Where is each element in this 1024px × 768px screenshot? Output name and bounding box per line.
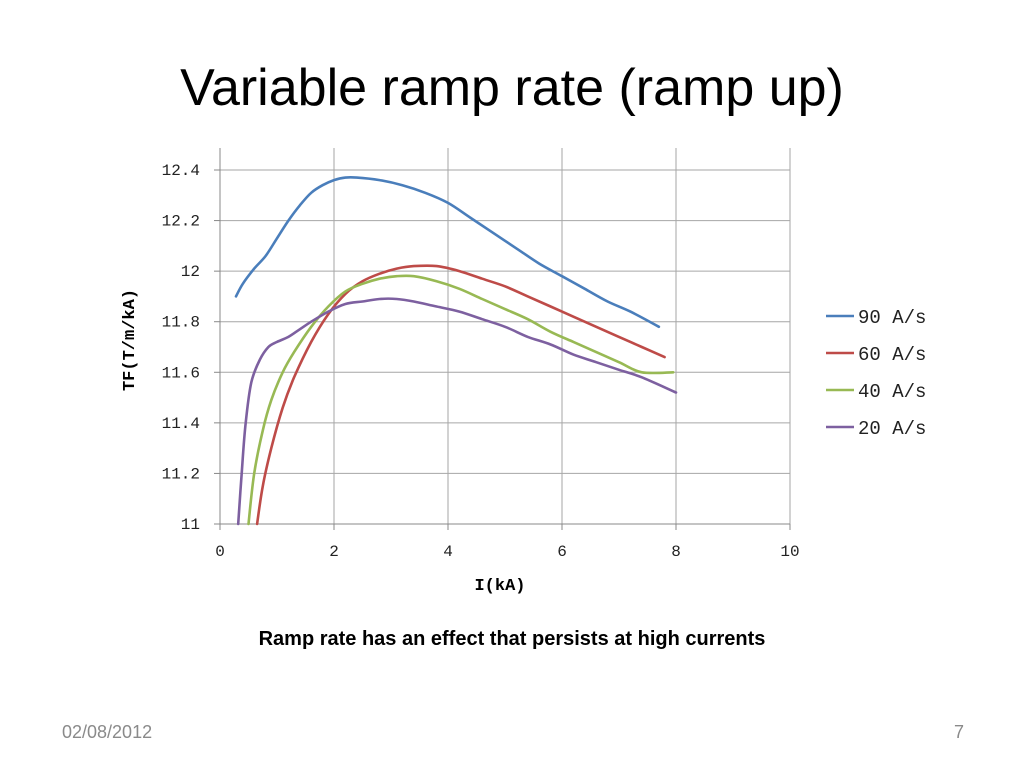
- x-tick-label: 0: [215, 543, 225, 561]
- chart-legend: 90 A/s 60 A/s 40 A/s 20 A/s: [826, 307, 926, 440]
- legend-label: 20 A/s: [858, 418, 926, 440]
- legend-label: 90 A/s: [858, 307, 926, 329]
- x-tick-label: 2: [329, 543, 339, 561]
- slide-caption: Ramp rate has an effect that persists at…: [258, 628, 766, 650]
- y-tick-label: 11: [181, 516, 200, 534]
- series-line-4: [236, 297, 678, 526]
- y-tick-label: 12.2: [162, 213, 200, 231]
- y-tick-label: 12.4: [162, 162, 200, 180]
- x-axis-title: I(kA): [474, 577, 525, 596]
- tf-vs-current-chart: 11 11.2 11.4 11.6 11.8 12 12.2 12.4 0 2 4 6 8 10 90 A…: [121, 148, 926, 596]
- y-tick-label: 11.8: [162, 314, 200, 332]
- series-line-2: [255, 264, 666, 526]
- legend-label: 60 A/s: [858, 344, 926, 366]
- slide-title: Variable ramp rate (ramp up): [180, 59, 844, 117]
- y-tick-label: 11.4: [162, 415, 200, 433]
- x-tick-label: 8: [671, 543, 681, 561]
- x-tick-label: 4: [443, 543, 453, 561]
- x-tick-label: 6: [557, 543, 567, 561]
- y-tick-label: 12: [181, 263, 200, 281]
- y-tick-label: 11.6: [162, 364, 200, 382]
- chart-axes: 11 11.2 11.4 11.6 11.8 12 12.2 12.4 0 2 4 6 8 10: [162, 148, 800, 561]
- page-number: 7: [953, 722, 964, 742]
- y-tick-label: 11.2: [162, 465, 200, 483]
- x-tick-label: 10: [780, 543, 799, 561]
- y-axis-title: TF(T/m/kA): [121, 289, 140, 391]
- series-line-1: [234, 176, 661, 329]
- legend-label: 40 A/s: [858, 381, 926, 403]
- chart-series: [234, 176, 678, 526]
- footer-date: 02/08/2012: [62, 722, 153, 742]
- series-line-3: [247, 274, 675, 526]
